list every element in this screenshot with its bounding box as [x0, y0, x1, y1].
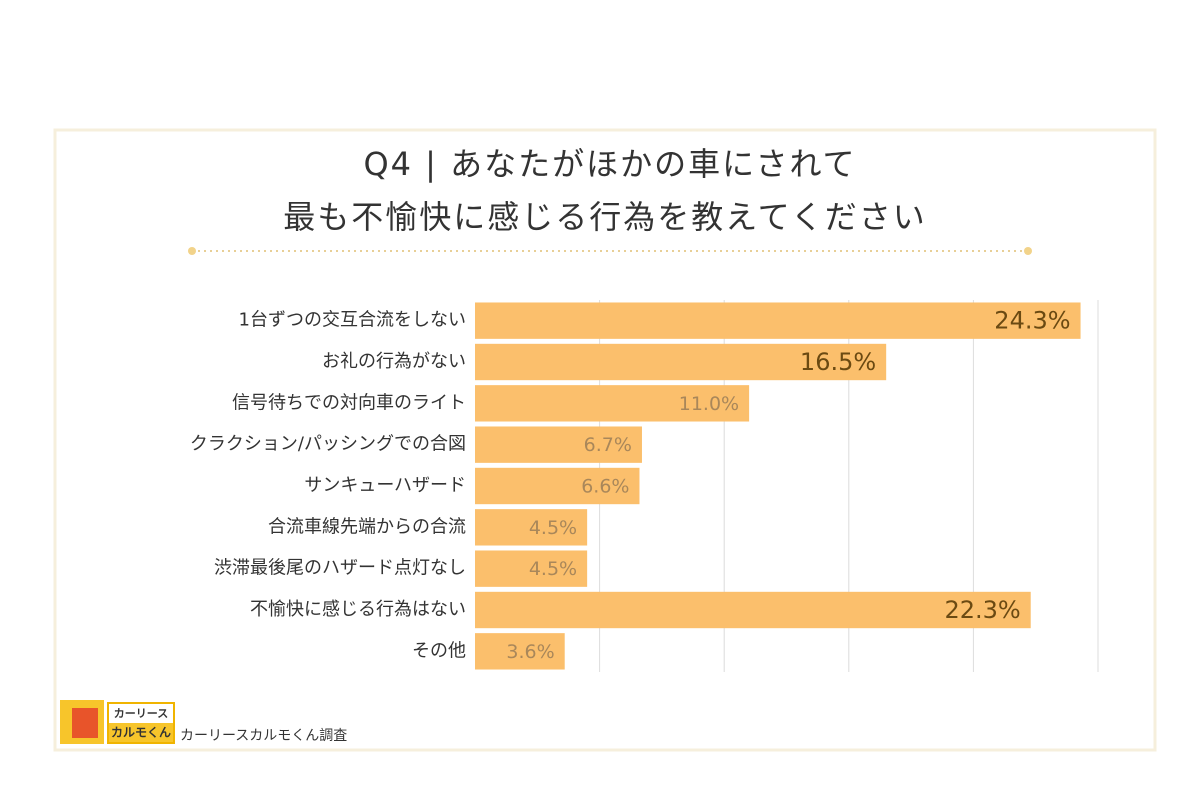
- value-label: 4.5%: [529, 517, 577, 539]
- bar: [475, 509, 588, 546]
- logo-text: カーリース: [114, 707, 168, 720]
- bar: [475, 302, 1081, 339]
- divider-dot: [1024, 247, 1032, 255]
- y-tick-label: お礼の行為がない: [322, 351, 466, 372]
- value-label: 22.3%: [944, 596, 1020, 624]
- value-label: 4.5%: [529, 558, 577, 580]
- bar: [475, 385, 750, 422]
- y-tick-label: サンキューハザード: [304, 475, 466, 496]
- y-tick-label: 合流車線先端からの合流: [268, 516, 466, 537]
- value-label: 16.5%: [800, 348, 876, 376]
- bar: [475, 591, 1031, 629]
- bar: [475, 467, 640, 505]
- y-tick-label: クラクション/パッシングでの合図: [190, 434, 466, 455]
- logo: カーリース カルモくん: [60, 700, 175, 744]
- bar: [475, 550, 588, 587]
- y-tick-label: その他: [412, 640, 466, 661]
- y-tick-label: 1台ずつの交互合流をしない: [239, 310, 466, 331]
- y-tick-label: 信号待ちでの対向車のライト: [232, 392, 466, 413]
- value-label: 6.7%: [584, 434, 632, 456]
- source: カーリースカルモくん調査: [180, 728, 347, 744]
- chart-title: Q4 | あなたがほかの車にされて: [363, 145, 856, 183]
- logo-box: [109, 723, 173, 742]
- bar: [475, 426, 642, 463]
- chart-title: 最も不愉快に感じる行為を教えてください: [283, 198, 926, 236]
- bar: [475, 633, 565, 670]
- logo-icon: [72, 708, 98, 738]
- value-label: 11.0%: [679, 393, 739, 415]
- logo-text: カルモくん: [111, 726, 171, 740]
- y-tick-label: 不愉快に感じる行為はない: [250, 599, 466, 620]
- value-label: 3.6%: [506, 641, 554, 663]
- value-label: 24.3%: [994, 307, 1070, 335]
- bar: [475, 343, 887, 381]
- value-label: 6.6%: [581, 476, 629, 498]
- divider-dot: [188, 247, 196, 255]
- y-tick-label: 渋滞最後尾のハザード点灯なし: [214, 558, 466, 579]
